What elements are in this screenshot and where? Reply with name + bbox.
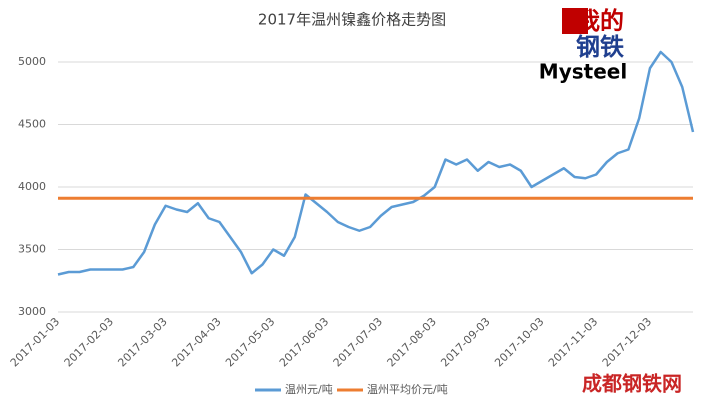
chart-title: 2017年温州镍鑫价格走势图: [258, 11, 446, 29]
x-tick-label: 2017-06-03: [277, 315, 331, 369]
watermark: 成都钢铁网: [582, 372, 682, 396]
logo-top: 我的: [576, 7, 624, 35]
x-tick-label: 2017-11-03: [546, 315, 600, 369]
x-tick-label: 2017-07-03: [331, 315, 385, 369]
x-tick-label: 2017-01-03: [8, 315, 62, 369]
y-tick-label: 4500: [18, 118, 46, 131]
x-tick-label: 2017-02-03: [62, 315, 116, 369]
logo: 我的 钢铁 Mysteel: [539, 7, 627, 84]
y-tick-label: 3500: [18, 243, 46, 256]
y-tick-label: 3000: [18, 305, 46, 318]
x-tick-label: 2017-08-03: [385, 315, 439, 369]
x-tick-label: 2017-05-03: [223, 315, 277, 369]
series-line: [57, 50, 695, 276]
y-tick-label: 4000: [18, 180, 46, 193]
y-tick-label: 5000: [18, 55, 46, 68]
x-tick-label: 2017-04-03: [169, 315, 223, 369]
x-tick-label: 2017-09-03: [438, 315, 492, 369]
x-tick-label: 2017-12-03: [600, 315, 654, 369]
x-tick-label: 2017-03-03: [115, 315, 169, 369]
logo-box: [562, 8, 588, 34]
legend-label: 温州平均价元/吨: [367, 383, 448, 396]
x-tick-label: 2017-10-03: [492, 315, 546, 369]
legend-label: 温州元/吨: [285, 383, 333, 396]
logo-bottom: 钢铁: [576, 33, 624, 61]
logo-brand: Mysteel: [539, 60, 627, 84]
